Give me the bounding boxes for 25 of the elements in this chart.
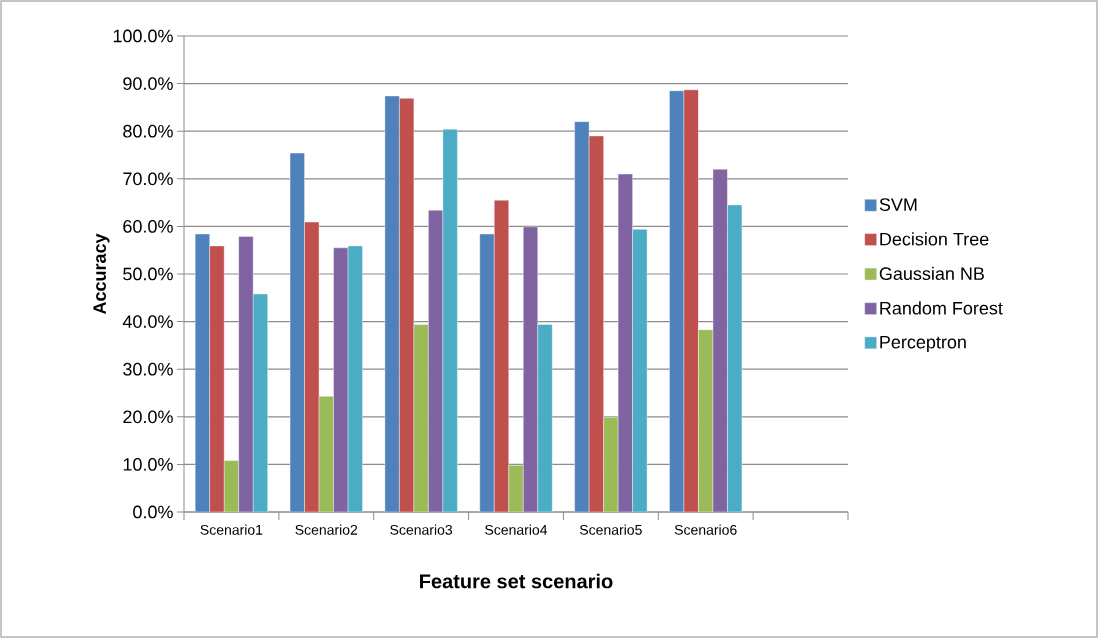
- y-tick-label: 90.0%: [123, 77, 173, 90]
- x-tick-label: Scenario2: [295, 524, 358, 535]
- y-tick-label: 50.0%: [123, 267, 173, 281]
- y-tick-label: 0.0%: [133, 505, 173, 519]
- y-tick-label: 10.0%: [123, 458, 173, 471]
- legend-label: Decision Tree: [880, 232, 989, 246]
- y-tick-label: 100.0%: [113, 29, 173, 43]
- legend-label: SVM: [879, 198, 917, 211]
- x-tick-label: Scenario3: [390, 524, 453, 535]
- x-axis-title: Feature set scenario: [420, 573, 613, 589]
- y-tick-label: 80.0%: [123, 124, 173, 138]
- x-tick-label: Scenario4: [485, 524, 548, 535]
- x-tick-label: Scenario5: [579, 524, 642, 535]
- bar: [209, 245, 225, 512]
- legend-label: Perceptron: [880, 335, 966, 353]
- x-tick-label: Scenario1: [200, 524, 263, 535]
- x-tick-label: Scenario6: [674, 524, 737, 535]
- legend-label: Gaussian NB: [879, 266, 984, 281]
- y-tick-label: 20.0%: [123, 410, 173, 424]
- y-tick-label: 60.0%: [123, 220, 173, 233]
- legend-label: Random Forest: [880, 301, 1003, 315]
- y-axis-title: Accuracy: [93, 233, 110, 315]
- y-tick-label: 30.0%: [123, 362, 173, 376]
- y-tick-label: 40.0%: [122, 315, 173, 328]
- y-tick-label: 70.0%: [123, 172, 173, 186]
